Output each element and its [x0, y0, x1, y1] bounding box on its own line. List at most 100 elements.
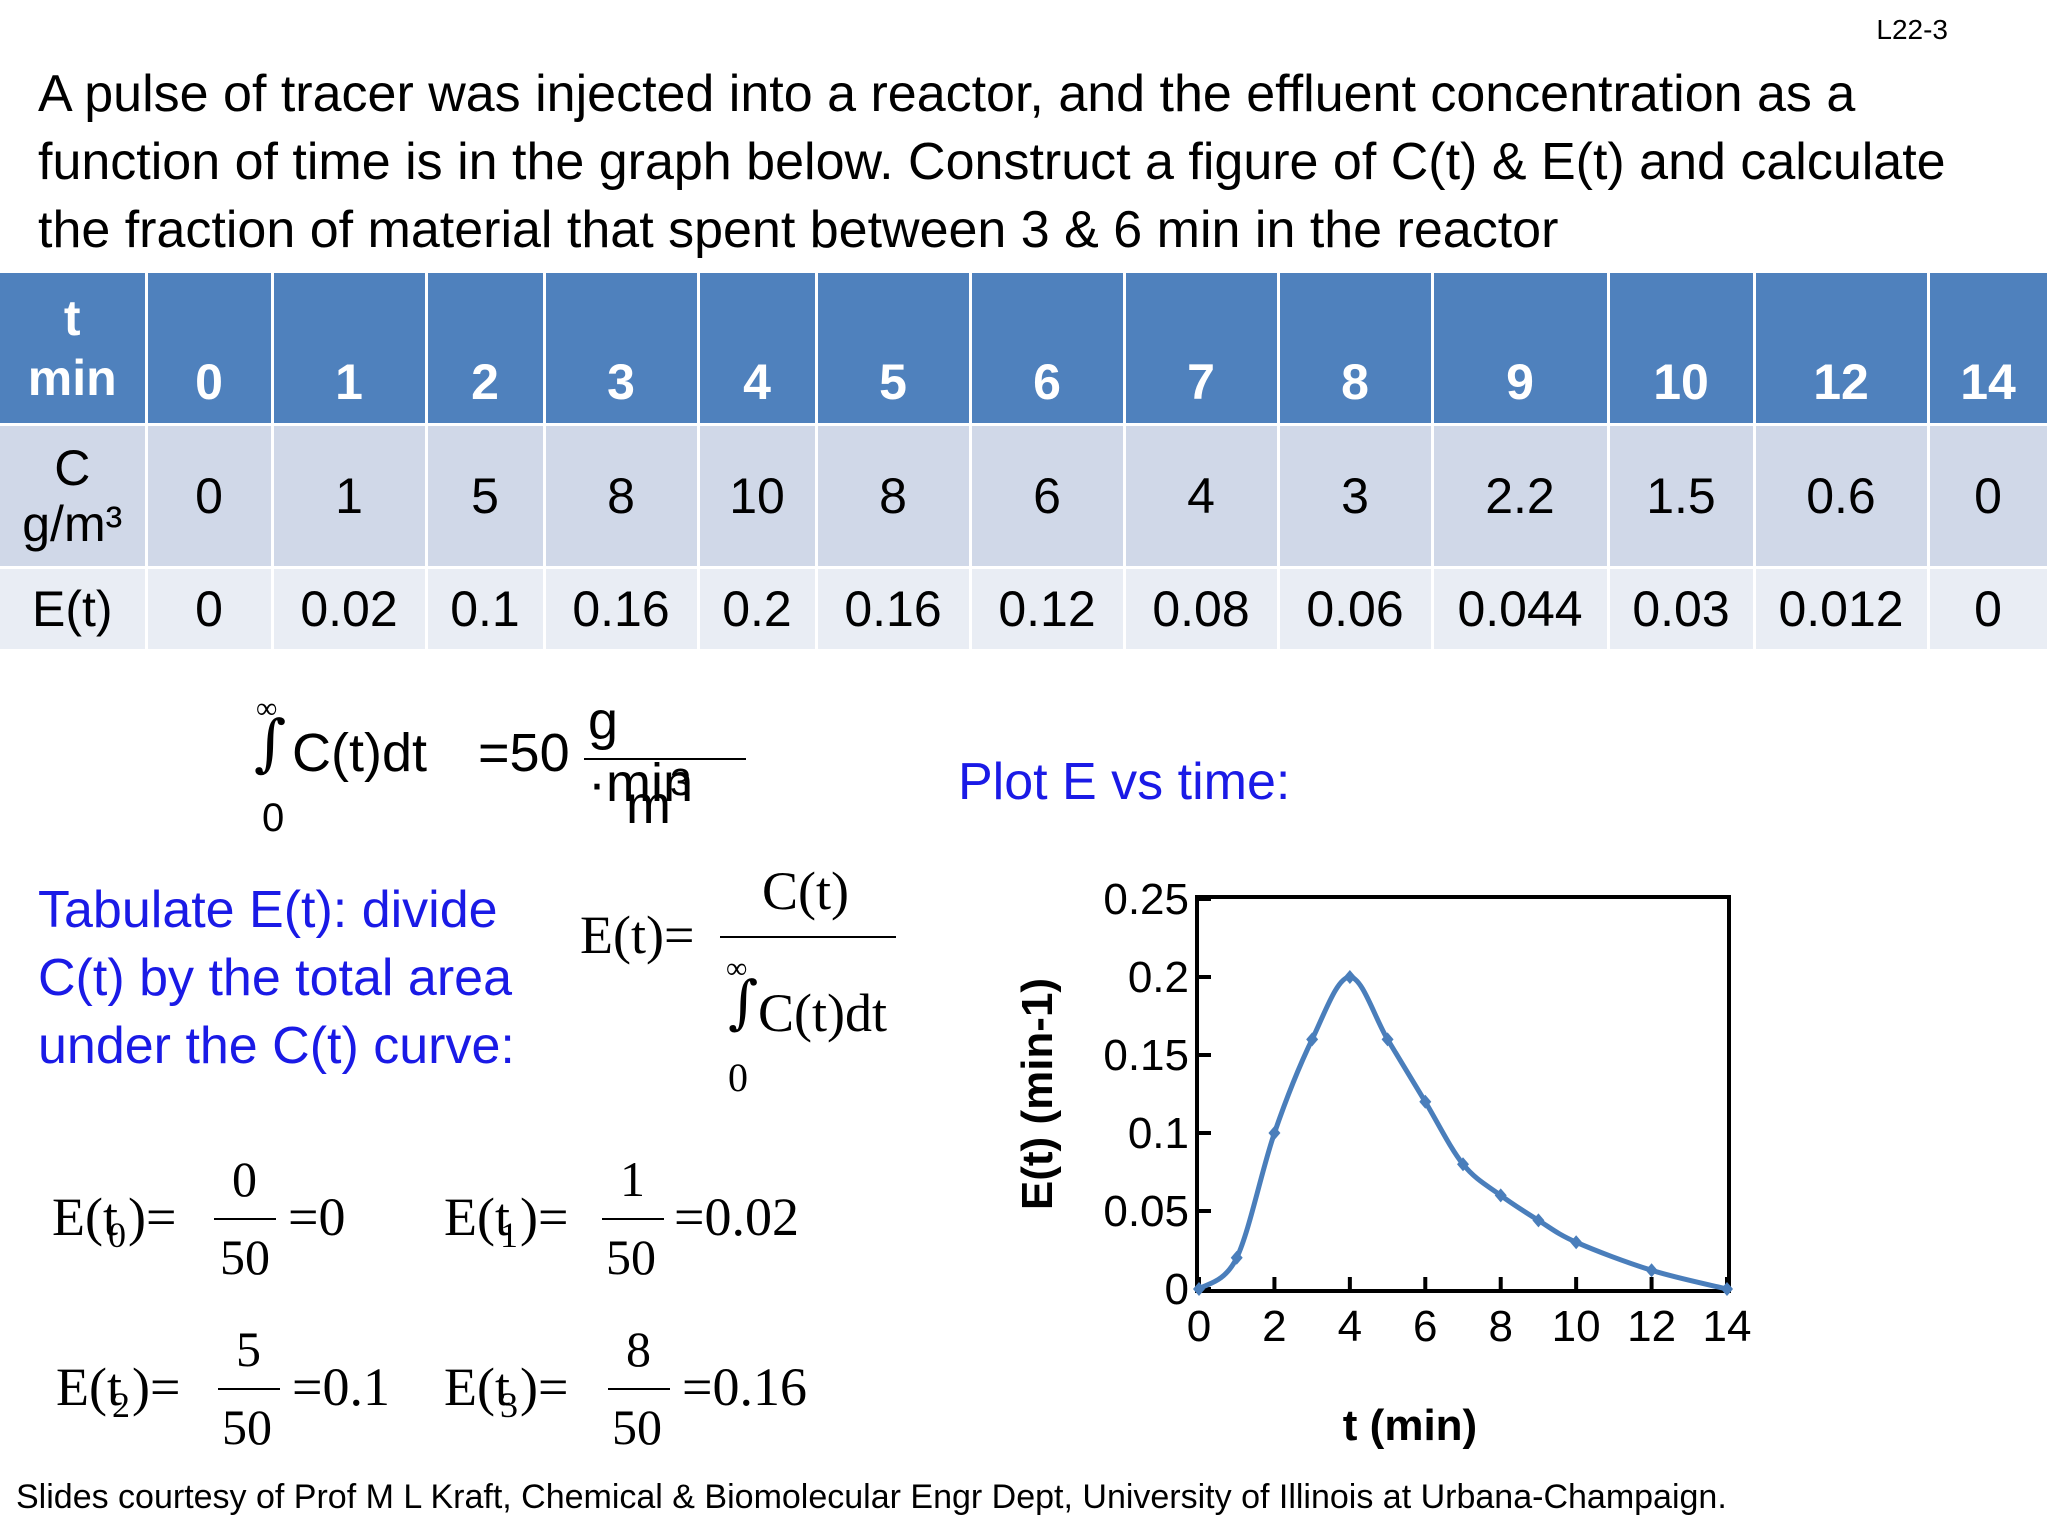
example-subscript: 3 [500, 1385, 518, 1425]
data-point-marker [1457, 1157, 1469, 1172]
cell-t: 8 [1278, 273, 1434, 426]
data-point-marker [1381, 1032, 1394, 1047]
cell-t: 2 [426, 273, 546, 426]
cell-e: 0.044 [1432, 567, 1610, 652]
cell-e: 0.03 [1608, 567, 1756, 652]
table-row-t: t min 0 1 2 3 4 5 6 7 8 9 10 12 14 [0, 273, 2048, 426]
table-row-e: E(t) 0 0.02 0.1 0.16 0.2 0.16 0.12 0.08 … [0, 567, 2048, 652]
example-subscript: 1 [500, 1215, 518, 1255]
cell-t: 7 [1124, 273, 1280, 426]
row-header-c-symbol: C [54, 440, 91, 496]
x-tick-label: 0 [1187, 1302, 1211, 1351]
example-numerator: 8 [626, 1321, 651, 1377]
example-lhs: E(t [444, 1187, 510, 1247]
x-tick-label: 14 [1703, 1302, 1752, 1351]
example-lhs: E(t [56, 1357, 122, 1417]
example-subscript: 0 [108, 1215, 126, 1255]
e-def-numerator: C(t) [762, 861, 849, 921]
cell-e: 0 [146, 567, 274, 652]
example-result: =0.02 [674, 1187, 799, 1247]
cell-e: 0.12 [970, 567, 1126, 652]
data-point-marker [1193, 1282, 1205, 1296]
cell-e: 0.08 [1124, 567, 1280, 652]
cell-t: 14 [1928, 273, 2048, 426]
example-denominator: 50 [612, 1399, 662, 1455]
problem-statement: A pulse of tracer was injected into a re… [38, 65, 1946, 259]
data-point-marker [1419, 1094, 1432, 1109]
y-axis-ticks: 0 0.05 0.1 0.15 0.2 0.25 [1103, 875, 1211, 1314]
integral-lower-limit: 0 [262, 796, 285, 840]
integral-unit-numerator: g ·min [588, 691, 693, 813]
example-equals: )= [520, 1357, 569, 1417]
cell-t: 12 [1754, 273, 1930, 426]
y-tick-label: 0 [1165, 1265, 1189, 1314]
e-def-lhs: E(t)= [580, 905, 695, 965]
row-header-c-unit: g/m³ [22, 496, 123, 552]
tabulate-note: Tabulate E(t): divide C(t) by the total … [38, 876, 515, 1080]
example-equals: )= [520, 1187, 569, 1247]
example-equals: )= [128, 1187, 177, 1247]
example-numerator: 5 [236, 1321, 261, 1377]
example-result: =0.1 [292, 1357, 390, 1417]
example-denominator: 50 [220, 1229, 270, 1285]
example-fraction-bar [602, 1218, 664, 1220]
example-subscript: 2 [112, 1385, 130, 1425]
y-tick-label: 0.25 [1103, 875, 1189, 924]
cell-e: 0.1 [426, 567, 546, 652]
cell-c: 2.2 [1432, 424, 1610, 569]
slide-number: L22-3 [1876, 14, 1948, 45]
e-def-integral-sign: ∫ [728, 968, 759, 1036]
example-numerator: 1 [620, 1151, 645, 1207]
cell-c: 3 [1278, 424, 1434, 569]
tabulate-note-line: Tabulate E(t): divide [38, 881, 498, 939]
data-point-marker [1645, 1263, 1658, 1278]
plot-label: Plot E vs time: [958, 753, 1291, 811]
example-equals: )= [132, 1357, 181, 1417]
x-axis-label: t (min) [1343, 1401, 1477, 1450]
example-lhs: E(t [444, 1357, 510, 1417]
credits-footer: Slides courtesy of Prof M L Kraft, Chemi… [16, 1478, 1727, 1516]
y-tick-label: 0.05 [1103, 1187, 1189, 1236]
example-numerator: 0 [232, 1151, 257, 1207]
e-def-fraction-bar [720, 936, 896, 938]
data-point-marker [1721, 1282, 1733, 1296]
x-axis-ticks: 0 2 4 6 8 10 12 14 [1187, 1277, 1752, 1351]
tabulate-note-line: C(t) by the total area [38, 949, 512, 1007]
row-header-t: t min [0, 273, 148, 426]
data-point-marker [1230, 1250, 1243, 1265]
data-point-marker [1343, 970, 1356, 984]
example-fraction-bar [218, 1388, 280, 1390]
cell-t: 0 [146, 273, 274, 426]
e-def-integrand: C(t)dt [758, 983, 887, 1043]
x-tick-label: 4 [1338, 1302, 1362, 1351]
cell-e: 0.16 [544, 567, 700, 652]
x-tick-label: 6 [1413, 1302, 1437, 1351]
cell-c: 6 [970, 424, 1126, 569]
data-markers [1193, 970, 1733, 1296]
row-header-t-unit: min [27, 350, 117, 406]
tabulate-note-line: under the C(t) curve: [38, 1017, 515, 1075]
example-result: =0.16 [682, 1357, 807, 1417]
cell-c: 0.6 [1754, 424, 1930, 569]
y-tick-label: 0.15 [1103, 1031, 1189, 1080]
cell-e: 0.02 [272, 567, 428, 652]
cell-c: 5 [426, 424, 546, 569]
cell-t: 3 [544, 273, 700, 426]
integral-result: =50 [478, 723, 570, 783]
cell-t: 6 [970, 273, 1126, 426]
e-def-lower-limit: 0 [728, 1055, 748, 1100]
cell-e: 0.012 [1754, 567, 1930, 652]
cell-t: 1 [272, 273, 428, 426]
cell-c: 8 [544, 424, 700, 569]
y-axis-label: E(t) (min-1) [1013, 978, 1062, 1210]
x-tick-label: 2 [1262, 1302, 1286, 1351]
cell-c: 4 [1124, 424, 1280, 569]
y-tick-label: 0.1 [1128, 1109, 1189, 1158]
cell-t: 4 [698, 273, 818, 426]
cell-t: 10 [1608, 273, 1756, 426]
cell-c: 0 [146, 424, 274, 569]
